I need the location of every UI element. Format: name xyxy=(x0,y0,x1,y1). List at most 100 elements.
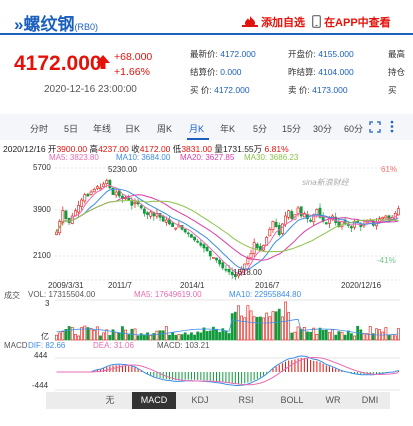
candle-body xyxy=(108,179,112,189)
candle-body xyxy=(127,197,131,201)
candle-body xyxy=(202,244,206,249)
open-price-value: 4155.000 xyxy=(318,49,354,59)
date-axis-2: 2014/1 xyxy=(180,281,205,290)
candle-body xyxy=(102,183,106,188)
candle-body xyxy=(227,269,231,273)
phone-icon xyxy=(312,15,321,31)
volume-bar xyxy=(221,328,225,341)
tab-5min[interactable]: 5分 xyxy=(253,124,268,134)
candle-open: 3900.00 xyxy=(56,144,88,154)
tab-weekly-k[interactable]: 周K xyxy=(157,124,173,134)
volume-bar xyxy=(174,334,178,341)
candle-body xyxy=(218,259,222,265)
indicator-rsi-button[interactable]: RSI xyxy=(238,395,254,405)
volume-bar xyxy=(171,332,175,341)
volume-bar xyxy=(211,326,215,341)
candle-body xyxy=(186,232,190,235)
add-watchlist-button[interactable]: 添加自选 xyxy=(242,14,305,30)
volume-bar xyxy=(337,331,341,341)
volume-bar xyxy=(343,334,347,341)
volume-bar xyxy=(252,316,256,341)
tab-yearline[interactable]: 年线 xyxy=(93,124,112,134)
price-axis-top: 5700 xyxy=(33,163,51,172)
volume-bar xyxy=(108,335,112,341)
active-tab-underline xyxy=(187,138,209,140)
candle-body xyxy=(299,206,303,217)
tab-15min[interactable]: 15分 xyxy=(282,124,302,134)
ma10-legend: MA10: 3684.00 xyxy=(116,153,171,162)
candle-body xyxy=(193,236,196,241)
macd-axis-bottom: -444 xyxy=(32,381,49,390)
ask-price-value: 4173.000 xyxy=(312,85,348,95)
tab-yearly-k[interactable]: 年K xyxy=(220,124,236,134)
volume-bar xyxy=(83,325,87,341)
volume-bar xyxy=(233,311,237,341)
volume-bar xyxy=(127,334,131,341)
volume-ma10: MA10: 22955844.80 xyxy=(229,290,302,299)
tab-daily-k[interactable]: 日K xyxy=(125,124,141,134)
volume-bar xyxy=(371,333,375,341)
candle-body xyxy=(164,219,168,223)
ma20-line xyxy=(56,194,399,261)
candle-body xyxy=(349,226,353,229)
volume-bar xyxy=(149,335,153,341)
candle-body xyxy=(205,247,209,251)
indicator-dmi-button[interactable]: DMI xyxy=(361,395,379,405)
price-axis-mid: 3900 xyxy=(33,205,51,214)
candle-body xyxy=(268,229,272,237)
volume-bar xyxy=(80,327,84,341)
candle-body xyxy=(139,205,143,209)
indicator-none-button[interactable]: 无 xyxy=(105,395,115,405)
candle-date: 2020/12/16 xyxy=(3,144,46,154)
view-in-app-button[interactable]: 在APP中查看 xyxy=(312,14,391,31)
volume-bar xyxy=(193,334,196,341)
tab-30min[interactable]: 30分 xyxy=(313,124,333,134)
volume-bar xyxy=(227,333,231,341)
date-axis-4: 2020/12/16 xyxy=(341,281,382,290)
ma20-legend: MA20: 3627.85 xyxy=(180,153,235,162)
volume-bar xyxy=(306,331,309,341)
candle-body xyxy=(340,221,344,227)
settle-price-field: 结算价: 0.000 xyxy=(190,67,242,77)
sina-watermark: sina新浪财经 xyxy=(302,178,349,187)
volume-bar xyxy=(321,329,325,341)
peak-price-label: 5230.00 xyxy=(108,165,137,174)
volume-bar xyxy=(89,328,93,341)
volume-bar xyxy=(290,332,294,341)
volume-bar xyxy=(86,327,90,341)
indicator-kdj-button[interactable]: KDJ xyxy=(191,395,209,405)
macd-axis-top: 444 xyxy=(34,351,48,360)
tab-intraday[interactable]: 分时 xyxy=(30,124,49,134)
fullscreen-icon[interactable] xyxy=(369,120,381,138)
volume-bar xyxy=(155,330,159,341)
indicator-wr-button[interactable]: WR xyxy=(325,395,341,405)
instrument-name: »螺纹钢 xyxy=(14,15,75,34)
more-options-icon[interactable] xyxy=(390,120,394,138)
volume-bar xyxy=(111,329,115,341)
volume-bar xyxy=(243,317,247,341)
volume-bar xyxy=(183,332,187,341)
volume-bar xyxy=(117,332,121,341)
price-axis-bottom: 2100 xyxy=(33,251,51,260)
volume-bar xyxy=(99,335,102,341)
volume-bar xyxy=(142,334,146,341)
tab-5day[interactable]: 5日 xyxy=(64,124,79,134)
tab-60min[interactable]: 60分 xyxy=(344,124,364,134)
candle-body xyxy=(183,229,187,233)
tab-monthly-k[interactable]: 月K xyxy=(189,124,205,134)
indicator-macd-button[interactable]: MACD xyxy=(132,392,176,409)
volume-bar xyxy=(237,305,240,341)
volume-bar xyxy=(208,330,212,341)
volume-bar xyxy=(95,326,99,341)
candle-body xyxy=(208,250,212,257)
volume-bar xyxy=(328,332,331,341)
candle-body xyxy=(246,258,250,265)
volume-value: VOL: 17315504.00 xyxy=(28,290,96,299)
volume-bar xyxy=(70,326,74,341)
indicator-boll-button[interactable]: BOLL xyxy=(280,395,304,405)
macd-dif-line xyxy=(56,355,399,386)
volume-bar xyxy=(240,315,244,341)
candle-body xyxy=(284,215,287,225)
price-change: +68.000 xyxy=(114,51,153,63)
